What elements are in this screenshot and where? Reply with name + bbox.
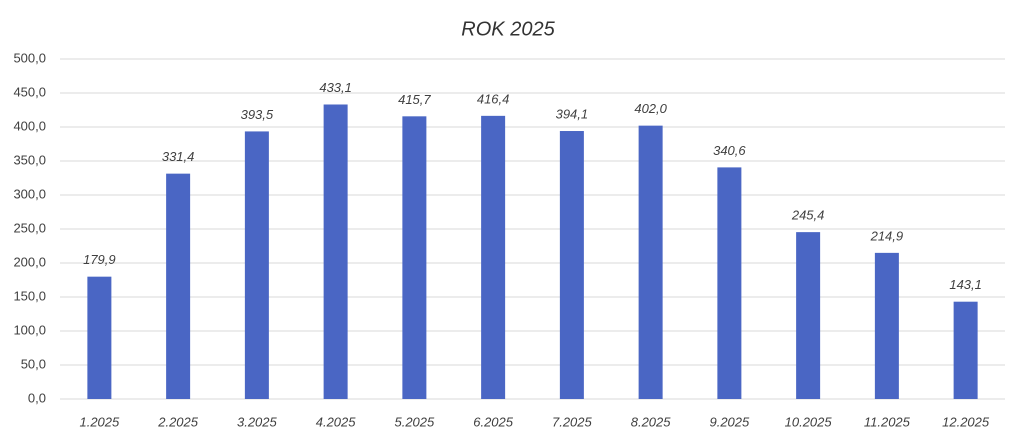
y-tick-label: 400,0 bbox=[13, 118, 46, 133]
data-label: 393,5 bbox=[241, 107, 274, 122]
chart-title: ROK 2025 bbox=[461, 18, 555, 40]
y-tick-label: 200,0 bbox=[13, 254, 46, 269]
bar bbox=[323, 104, 348, 399]
y-tick-label: 150,0 bbox=[13, 288, 46, 303]
y-tick-label: 500,0 bbox=[13, 50, 46, 65]
x-tick-label: 1.2025 bbox=[79, 414, 120, 429]
data-label: 402,0 bbox=[634, 101, 667, 116]
x-tick-label: 6.2025 bbox=[473, 414, 514, 429]
bar bbox=[953, 301, 978, 399]
y-tick-label: 350,0 bbox=[13, 152, 46, 167]
data-label: 245,4 bbox=[791, 208, 825, 223]
data-label: 416,4 bbox=[477, 91, 510, 106]
bar bbox=[481, 115, 506, 400]
x-tick-label: 5.2025 bbox=[394, 414, 435, 429]
y-tick-label: 450,0 bbox=[13, 84, 46, 99]
data-label: 214,9 bbox=[870, 228, 904, 243]
x-tick-label: 2.2025 bbox=[157, 414, 199, 429]
bar bbox=[559, 131, 584, 399]
y-tick-label: 0,0 bbox=[28, 390, 46, 405]
bar bbox=[796, 232, 821, 399]
data-label: 179,9 bbox=[83, 252, 116, 267]
bar bbox=[244, 131, 269, 400]
bar bbox=[717, 167, 742, 399]
x-tick-label: 9.2025 bbox=[709, 414, 750, 429]
data-label: 415,7 bbox=[398, 92, 431, 107]
bar bbox=[874, 252, 899, 399]
data-label: 394,1 bbox=[556, 106, 589, 121]
x-tick-label: 10.2025 bbox=[785, 414, 833, 429]
y-tick-label: 100,0 bbox=[13, 322, 46, 337]
data-label: 331,4 bbox=[162, 149, 195, 164]
x-tick-label: 4.2025 bbox=[316, 414, 357, 429]
data-label: 433,1 bbox=[319, 80, 352, 95]
bar bbox=[87, 276, 112, 399]
data-label: 143,1 bbox=[949, 277, 982, 292]
x-tick-label: 12.2025 bbox=[942, 414, 990, 429]
x-tick-label: 3.2025 bbox=[237, 414, 278, 429]
x-tick-label: 8.2025 bbox=[631, 414, 672, 429]
bar bbox=[166, 173, 191, 399]
y-tick-label: 250,0 bbox=[13, 220, 46, 235]
x-tick-label: 7.2025 bbox=[552, 414, 593, 429]
bar bbox=[638, 125, 663, 399]
y-tick-label: 50,0 bbox=[21, 356, 46, 371]
y-tick-label: 300,0 bbox=[13, 186, 46, 201]
data-label: 340,6 bbox=[713, 143, 746, 158]
x-tick-label: 11.2025 bbox=[864, 414, 911, 429]
bar bbox=[402, 116, 427, 399]
